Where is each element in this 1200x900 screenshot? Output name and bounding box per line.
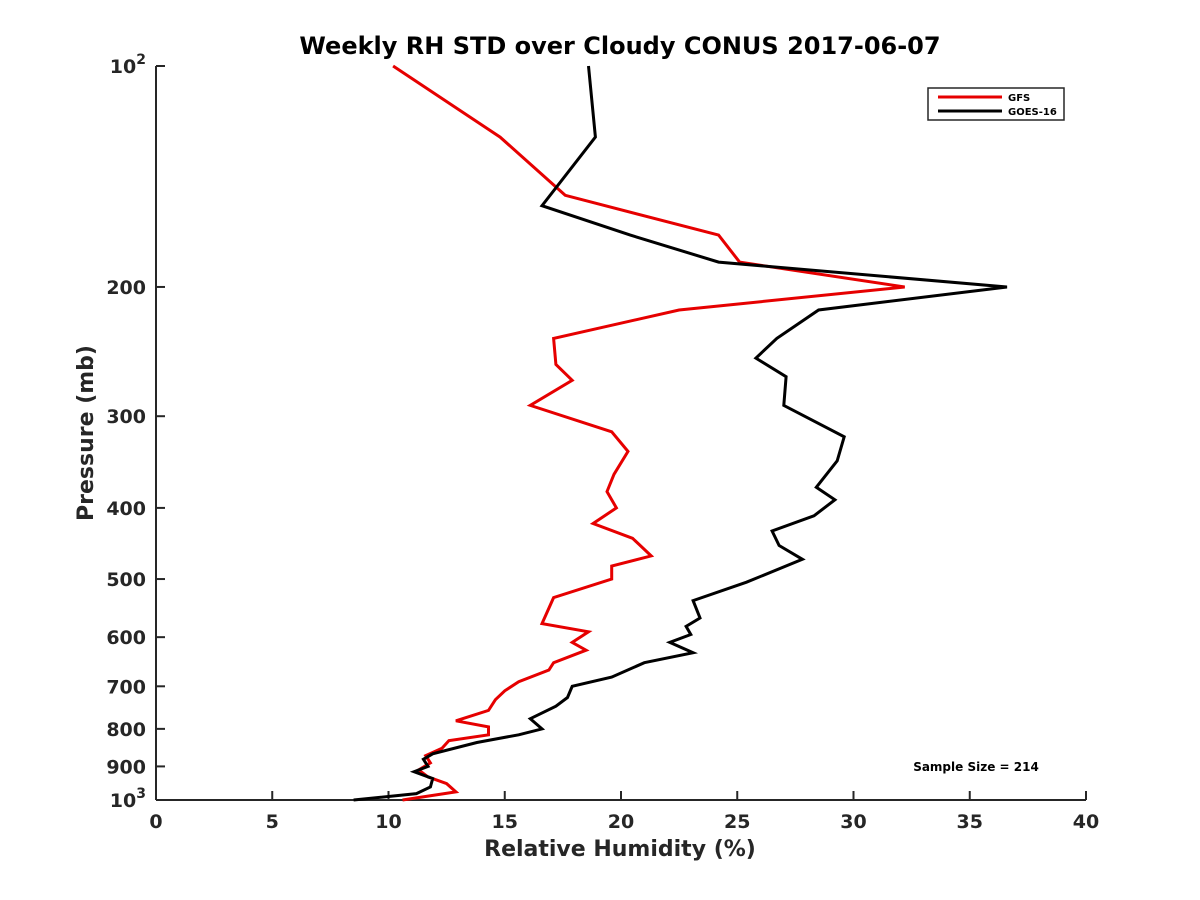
y-tick-label: 200 bbox=[106, 277, 146, 299]
chart-title: Weekly RH STD over Cloudy CONUS 2017-06-… bbox=[299, 32, 940, 60]
legend-box bbox=[927, 87, 1065, 121]
x-tick-label: 0 bbox=[149, 811, 162, 833]
y-tick-label: 600 bbox=[106, 627, 146, 649]
y-tick-label: 103 bbox=[110, 786, 146, 812]
axes: 0 5 10 15 20 25 30 35 40 102 200 300 400 500 600 700 800… bbox=[106, 52, 1099, 833]
x-tick-label: 10 bbox=[375, 811, 401, 833]
legend: GFS GOES-16 bbox=[927, 87, 1065, 121]
legend-label-gfs: GFS bbox=[1008, 93, 1030, 104]
y-tick-label: 700 bbox=[106, 676, 146, 698]
series-line-gfs bbox=[392, 64, 905, 802]
x-tick-label: 5 bbox=[266, 811, 279, 833]
y-axis-title: Pressure (mb) bbox=[74, 345, 99, 521]
y-tick-label: 102 bbox=[110, 52, 146, 78]
x-tick-label: 20 bbox=[608, 811, 634, 833]
x-tick-label: 25 bbox=[724, 811, 750, 833]
series-lines bbox=[353, 64, 1008, 802]
y-tick-label: 900 bbox=[106, 756, 146, 778]
y-tick-label: 300 bbox=[106, 406, 146, 428]
legend-label-goes-16: GOES-16 bbox=[1008, 107, 1057, 118]
x-tick-label: 15 bbox=[492, 811, 518, 833]
y-tick-label: 400 bbox=[106, 498, 146, 520]
sample-size-annotation: Sample Size = 214 bbox=[913, 760, 1039, 774]
x-tick-label: 35 bbox=[957, 811, 983, 833]
x-tick-label: 30 bbox=[840, 811, 866, 833]
y-tick-label: 800 bbox=[106, 719, 146, 741]
series-line-goes-16 bbox=[353, 65, 1008, 802]
y-tick-label: 500 bbox=[106, 569, 146, 591]
x-axis-title: Relative Humidity (%) bbox=[484, 837, 756, 862]
x-tick-label: 40 bbox=[1073, 811, 1099, 833]
